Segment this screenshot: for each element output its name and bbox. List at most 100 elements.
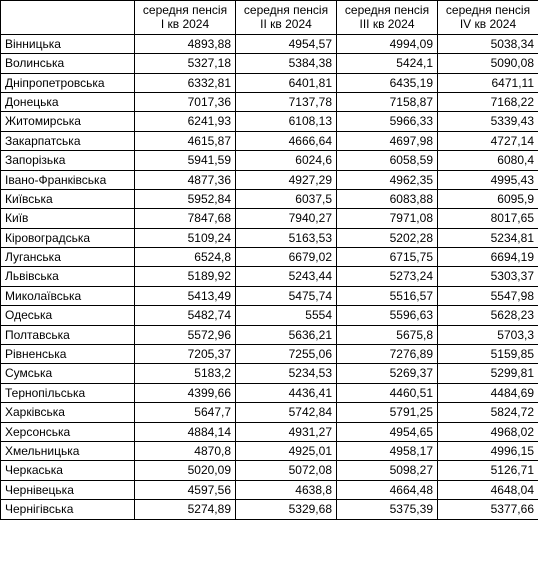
table-row: Херсонська4884,144931,274954,654968,02 [1,422,538,441]
value-cell: 4958,17 [337,441,438,460]
value-cell: 5243,44 [236,267,337,286]
table-row: Чернівецька4597,564638,84664,484648,04 [1,480,538,499]
value-cell: 5273,24 [337,267,438,286]
value-cell: 4996,15 [438,441,538,460]
table-row: Вінницька4893,884954,574994,095038,34 [1,34,538,53]
value-cell: 6108,13 [236,112,337,131]
value-cell: 5475,74 [236,286,337,305]
value-cell: 4638,8 [236,480,337,499]
region-cell: Миколаївська [1,286,135,305]
value-cell: 5966,33 [337,112,438,131]
value-cell: 5572,96 [135,325,236,344]
value-cell: 5339,43 [438,112,538,131]
value-cell: 4597,56 [135,480,236,499]
value-cell: 6471,11 [438,73,538,92]
value-cell: 5020,09 [135,461,236,480]
value-cell: 4994,09 [337,34,438,53]
value-cell: 5090,08 [438,54,538,73]
value-cell: 6241,93 [135,112,236,131]
value-cell: 4436,41 [236,383,337,402]
value-cell: 8017,65 [438,209,538,228]
value-cell: 4460,51 [337,383,438,402]
value-cell: 6524,8 [135,248,236,267]
region-cell: Черкаська [1,461,135,480]
region-cell: Херсонська [1,422,135,441]
table-row: Київ7847,687940,277971,088017,65 [1,209,538,228]
value-cell: 4884,14 [135,422,236,441]
region-cell: Житомирська [1,112,135,131]
value-cell: 4962,35 [337,170,438,189]
value-cell: 5377,66 [438,500,538,519]
value-cell: 5596,63 [337,306,438,325]
value-cell: 5824,72 [438,403,538,422]
value-cell: 5159,85 [438,345,538,364]
table-row: Івано-Франківська4877,364927,294962,3549… [1,170,538,189]
value-cell: 5329,68 [236,500,337,519]
region-cell: Харківська [1,403,135,422]
value-cell: 5375,39 [337,500,438,519]
value-cell: 4954,65 [337,422,438,441]
value-cell: 7255,06 [236,345,337,364]
value-cell: 5413,49 [135,286,236,305]
value-cell: 5384,38 [236,54,337,73]
table-row: Луганська6524,86679,026715,756694,19 [1,248,538,267]
region-cell: Запорізька [1,151,135,170]
region-cell: Чернівецька [1,480,135,499]
region-cell: Тернопільська [1,383,135,402]
value-cell: 5183,2 [135,364,236,383]
header-q2: середня пенсія ІІ кв 2024 [236,1,337,35]
value-cell: 5189,92 [135,267,236,286]
pension-table: середня пенсія І кв 2024 середня пенсія … [0,0,538,520]
value-cell: 4727,14 [438,131,538,150]
value-cell: 6080,4 [438,151,538,170]
value-cell: 4697,98 [337,131,438,150]
value-cell: 4995,43 [438,170,538,189]
region-cell: Одеська [1,306,135,325]
value-cell: 5234,53 [236,364,337,383]
value-cell: 4931,27 [236,422,337,441]
table-row: Київська5952,846037,56083,886095,9 [1,189,538,208]
value-cell: 4615,87 [135,131,236,150]
value-cell: 6715,75 [337,248,438,267]
value-cell: 7276,89 [337,345,438,364]
value-cell: 7017,36 [135,92,236,111]
value-cell: 6037,5 [236,189,337,208]
value-cell: 4664,48 [337,480,438,499]
value-cell: 6083,88 [337,189,438,208]
value-cell: 5516,57 [337,286,438,305]
region-cell: Закарпатська [1,131,135,150]
value-cell: 7205,37 [135,345,236,364]
value-cell: 4954,57 [236,34,337,53]
value-cell: 5303,37 [438,267,538,286]
value-cell: 6058,59 [337,151,438,170]
value-cell: 5202,28 [337,228,438,247]
table-row: Харківська5647,75742,845791,255824,72 [1,403,538,422]
value-cell: 6024,6 [236,151,337,170]
header-q4: середня пенсія ІV кв 2024 [438,1,538,35]
region-cell: Київ [1,209,135,228]
value-cell: 5547,98 [438,286,538,305]
table-row: Миколаївська5413,495475,745516,575547,98 [1,286,538,305]
value-cell: 5791,25 [337,403,438,422]
table-row: Кіровоградська5109,245163,535202,285234,… [1,228,538,247]
table-row: Волинська5327,185384,385424,15090,08 [1,54,538,73]
header-q3: середня пенсія ІІІ кв 2024 [337,1,438,35]
region-cell: Івано-Франківська [1,170,135,189]
region-cell: Київська [1,189,135,208]
header-row: середня пенсія І кв 2024 середня пенсія … [1,1,538,35]
table-row: Львівська5189,925243,445273,245303,37 [1,267,538,286]
value-cell: 7847,68 [135,209,236,228]
region-cell: Луганська [1,248,135,267]
value-cell: 4893,88 [135,34,236,53]
table-row: Хмельницька4870,84925,014958,174996,15 [1,441,538,460]
value-cell: 5098,27 [337,461,438,480]
region-cell: Хмельницька [1,441,135,460]
value-cell: 5675,8 [337,325,438,344]
region-cell: Вінницька [1,34,135,53]
value-cell: 4666,64 [236,131,337,150]
table-row: Дніпропетровська6332,816401,816435,19647… [1,73,538,92]
table-row: Полтавська5572,965636,215675,85703,3 [1,325,538,344]
value-cell: 6401,81 [236,73,337,92]
value-cell: 5703,3 [438,325,538,344]
table-row: Тернопільська4399,664436,414460,514484,6… [1,383,538,402]
